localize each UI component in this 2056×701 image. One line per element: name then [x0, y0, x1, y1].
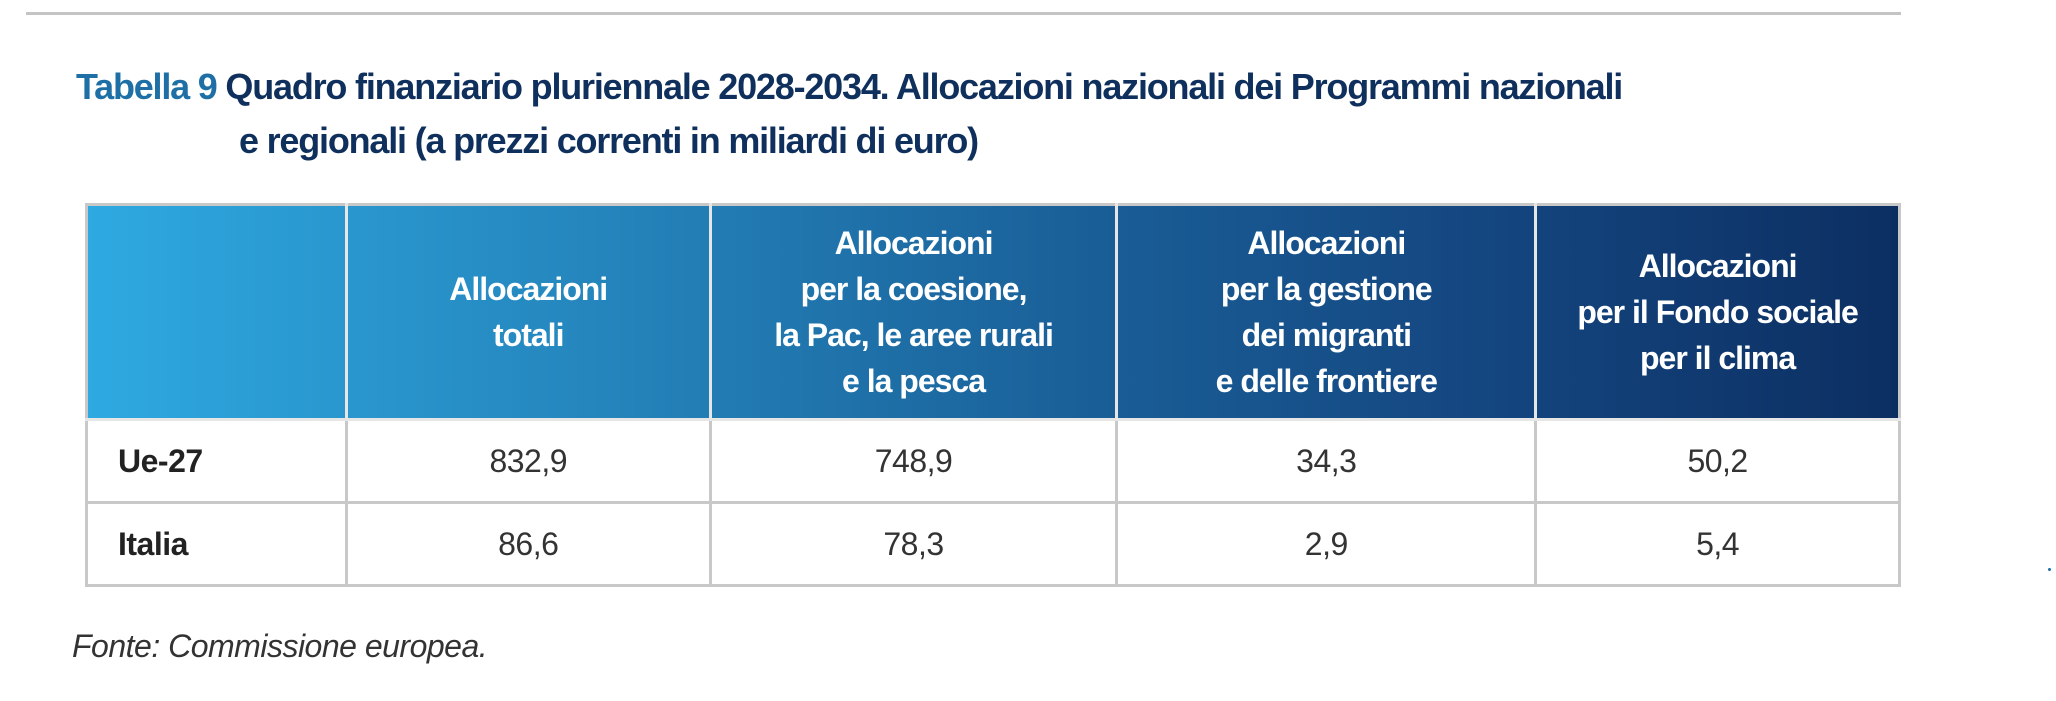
- header-migration: Allocazioni per la gestione dei migranti…: [1115, 203, 1538, 421]
- header-line: la Pac, le aree rurali: [774, 317, 1054, 353]
- header-line: per il Fondo sociale: [1577, 294, 1858, 330]
- title-line-2: e regionali (a prezzi correnti in miliar…: [239, 120, 979, 161]
- header-line: Allocazioni: [449, 271, 608, 307]
- source-note: Fonte: Commissione europea.: [72, 628, 488, 664]
- cell-value: 78,3: [708, 501, 1119, 587]
- header-line: e delle frontiere: [1215, 363, 1438, 399]
- table-title: Tabella 9 Quadro finanziario pluriennale…: [76, 60, 1906, 168]
- header-climate-fund: Allocazioni per il Fondo sociale per il …: [1534, 203, 1901, 421]
- table-label: Tabella 9: [76, 66, 218, 107]
- header-line: per il clima: [1639, 340, 1796, 376]
- cell-value: 86,6: [344, 501, 712, 587]
- row-label: Ue-27: [85, 418, 348, 504]
- row-label: Italia: [85, 501, 348, 587]
- cell-value: 748,9: [708, 418, 1119, 504]
- header-empty: [85, 203, 348, 421]
- stray-dot: [2048, 568, 2051, 571]
- title-line-1: Quadro finanziario pluriennale 2028-2034…: [225, 66, 1623, 107]
- header-row: Allocazioni totali Allocazioni per la co…: [85, 203, 1901, 421]
- header-cohesion: Allocazioni per la coesione, la Pac, le …: [708, 203, 1119, 421]
- header-line: per la gestione: [1220, 271, 1433, 307]
- cell-value: 5,4: [1534, 501, 1901, 587]
- header-line: Allocazioni: [1638, 248, 1798, 284]
- header-line: dei migranti: [1241, 317, 1412, 353]
- cell-value: 34,3: [1115, 418, 1538, 504]
- cell-value: 2,9: [1115, 501, 1538, 587]
- header-line: per la coesione,: [800, 271, 1028, 307]
- cell-value: 832,9: [344, 418, 712, 504]
- header-line: Allocazioni: [834, 225, 994, 261]
- table-row: Italia 86,6 78,3 2,9 5,4: [85, 501, 1901, 587]
- allocations-table: Allocazioni totali Allocazioni per la co…: [85, 203, 1901, 587]
- header-line: totali: [493, 317, 564, 353]
- top-divider: [26, 12, 1901, 15]
- header-line: Allocazioni: [1247, 225, 1406, 261]
- header-total: Allocazioni totali: [344, 203, 712, 421]
- header-line: e la pesca: [842, 363, 986, 399]
- table-row: Ue-27 832,9 748,9 34,3 50,2: [85, 418, 1901, 504]
- cell-value: 50,2: [1534, 418, 1901, 504]
